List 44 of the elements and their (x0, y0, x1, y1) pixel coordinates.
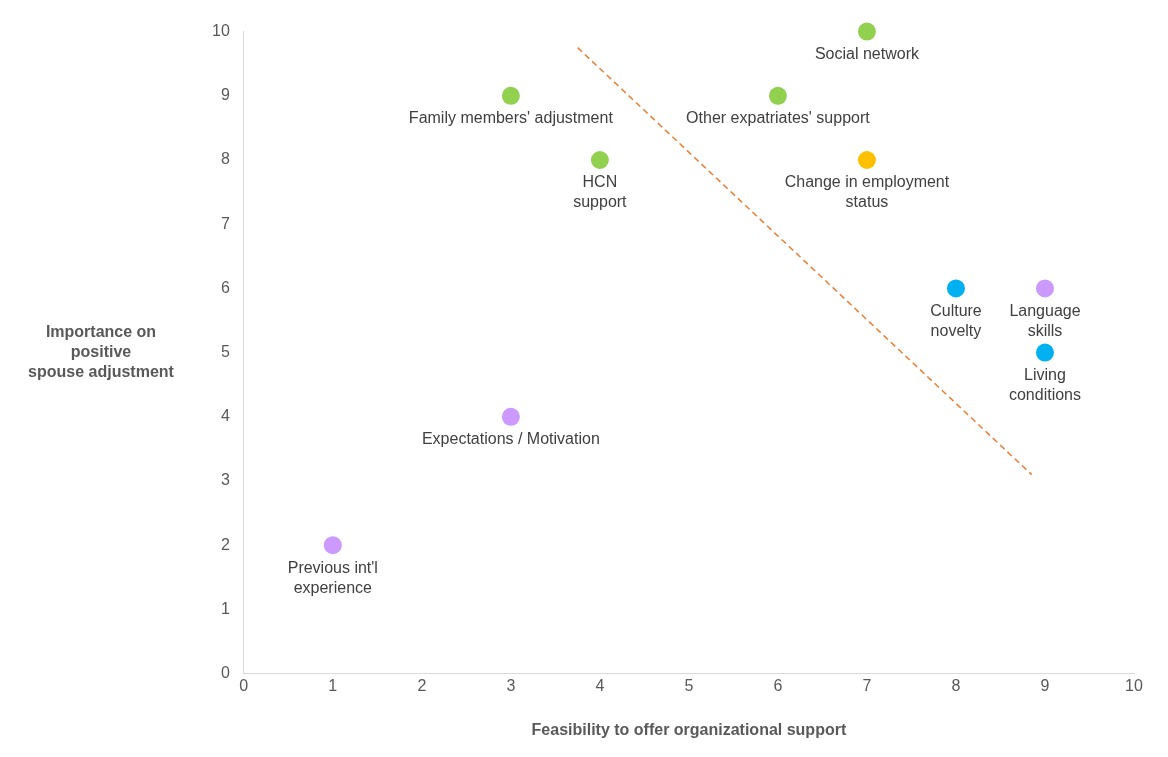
y-tick-label: 5 (220, 343, 230, 361)
y-tick-label: 1 (220, 599, 230, 617)
x-axis-title: Feasibility to offer organizational support (531, 720, 847, 738)
point (501, 86, 520, 105)
point (768, 86, 787, 105)
annotation: Social network (814, 45, 920, 63)
y-tick-label: 10 (212, 22, 230, 40)
x-tick-label: 0 (239, 676, 249, 694)
point (946, 279, 965, 298)
annotation: Language skills (1009, 301, 1081, 339)
point (1035, 343, 1054, 362)
y-tick-label: 0 (220, 664, 230, 682)
y-tick-label: 6 (220, 278, 230, 296)
x-tick-label: 6 (773, 676, 783, 694)
x-tick-label: 4 (595, 676, 605, 694)
point (501, 407, 520, 426)
point (857, 151, 876, 169)
y-tick-label: 2 (220, 535, 230, 553)
annotation: Other expatriates' support (686, 109, 871, 127)
annotation: HCN support (573, 173, 628, 211)
y-axis-title: Importance on positive spouse adjustment (28, 323, 175, 381)
point (857, 22, 876, 41)
annotation: Family members' adjustment (408, 109, 614, 127)
annotation: Culture novelty (930, 301, 982, 339)
point (1035, 279, 1054, 298)
annotation: Living conditions (1008, 366, 1081, 404)
y-tick-label: 9 (220, 86, 230, 104)
y-tick-label: 4 (220, 407, 230, 425)
y-tick-label: 3 (220, 471, 230, 489)
point (590, 151, 609, 169)
y-tick-label: 8 (220, 150, 230, 168)
x-tick-label: 7 (862, 676, 872, 694)
y-tick-label: 7 (220, 214, 230, 232)
annotation: Expectations / Motivation (421, 430, 600, 448)
x-tick-label: 2 (417, 676, 427, 694)
x-tick-label: 3 (506, 676, 516, 694)
annotation: Previous int'l experience (287, 558, 378, 596)
point (323, 536, 342, 555)
x-tick-label: 10 (1125, 676, 1143, 694)
x-tick-label: 1 (328, 676, 338, 694)
x-tick-label: 8 (951, 676, 961, 694)
x-tick-label: 9 (1040, 676, 1050, 694)
annotation: Change in employment status (784, 173, 950, 211)
x-tick-label: 5 (684, 676, 694, 694)
